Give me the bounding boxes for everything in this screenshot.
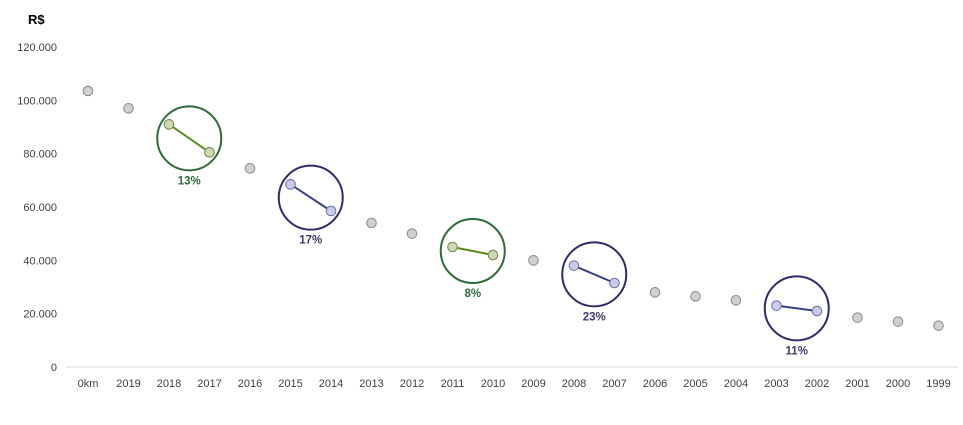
highlight-circle bbox=[763, 275, 830, 342]
x-axis-ticks: 0km 2019 2018 2017 2016 2015 2014 2013 2012 2011 2… bbox=[78, 378, 951, 390]
x-tick-label: 2010 bbox=[481, 378, 505, 390]
data-point bbox=[730, 295, 742, 306]
highlight-circle bbox=[156, 105, 223, 172]
x-tick-label: 2008 bbox=[562, 378, 586, 390]
highlight-line bbox=[776, 304, 818, 312]
y-tick-label: 100.000 bbox=[17, 95, 57, 107]
data-point bbox=[690, 291, 701, 302]
highlight-percentage: 17% bbox=[299, 235, 322, 247]
y-axis-unit-label: R$ bbox=[28, 12, 45, 27]
x-tick-label: 2011 bbox=[441, 378, 465, 390]
x-tick-label: 2017 bbox=[197, 378, 221, 390]
y-tick-label: 20.000 bbox=[23, 309, 57, 321]
data-point bbox=[852, 312, 863, 323]
data-point bbox=[649, 287, 661, 298]
data-point bbox=[528, 255, 539, 266]
data-point bbox=[447, 241, 458, 253]
highlight-circle bbox=[277, 164, 344, 231]
x-tick-label: 0km bbox=[78, 378, 99, 390]
highlight-circle bbox=[439, 218, 506, 284]
x-tick-label: 2012 bbox=[400, 378, 424, 390]
highlight-group: 13% 17% 8% 23% 11% bbox=[156, 105, 830, 357]
x-tick-label: 2001 bbox=[845, 378, 869, 390]
x-tick-label: 2000 bbox=[886, 378, 910, 390]
x-tick-label: 2013 bbox=[359, 378, 383, 390]
x-tick-label: 1999 bbox=[926, 378, 950, 390]
x-tick-label: 2006 bbox=[643, 378, 667, 390]
data-point bbox=[933, 320, 944, 331]
highlight-percentage: 23% bbox=[583, 311, 606, 323]
data-point bbox=[568, 260, 580, 271]
highlight-circle bbox=[561, 241, 628, 308]
y-tick-label: 0 bbox=[51, 362, 57, 374]
highlight-percentage: 11% bbox=[786, 345, 808, 357]
x-tick-label: 2019 bbox=[116, 378, 140, 390]
highlight-line bbox=[452, 246, 494, 256]
y-tick-label: 120.000 bbox=[17, 42, 57, 54]
highlight-line bbox=[168, 123, 211, 154]
x-tick-label: 2009 bbox=[521, 378, 545, 390]
data-point bbox=[487, 249, 499, 261]
data-point bbox=[285, 179, 296, 190]
highlight-percentage: 13% bbox=[178, 175, 201, 187]
x-tick-label: 2016 bbox=[238, 378, 262, 390]
data-point bbox=[771, 300, 782, 311]
highlight-line bbox=[573, 264, 615, 284]
highlight-line bbox=[289, 183, 332, 212]
data-point bbox=[811, 305, 823, 317]
x-tick-label: 2018 bbox=[157, 378, 181, 390]
data-point bbox=[609, 277, 620, 289]
x-tick-label: 2004 bbox=[724, 378, 748, 390]
data-point bbox=[892, 316, 904, 327]
y-axis-ticks: 0 20.000 40.000 60.000 80.000 100.000 120.000 bbox=[17, 42, 57, 374]
data-point bbox=[325, 205, 337, 217]
y-tick-label: 40.000 bbox=[23, 255, 57, 267]
data-point bbox=[244, 163, 256, 174]
highlight-percentage: 8% bbox=[464, 288, 481, 300]
y-tick-label: 80.000 bbox=[23, 149, 57, 161]
x-tick-label: 2005 bbox=[683, 378, 707, 390]
data-point bbox=[406, 228, 418, 239]
data-point bbox=[82, 85, 94, 97]
data-points bbox=[82, 85, 944, 331]
data-point bbox=[163, 119, 175, 130]
y-tick-label: 60.000 bbox=[23, 202, 57, 214]
data-point bbox=[204, 147, 215, 158]
x-tick-label: 2015 bbox=[278, 378, 302, 390]
x-tick-label: 2014 bbox=[319, 378, 343, 390]
x-tick-label: 2002 bbox=[805, 378, 829, 390]
x-tick-label: 2003 bbox=[764, 378, 788, 390]
x-tick-label: 2007 bbox=[602, 378, 626, 390]
data-point bbox=[123, 103, 134, 114]
data-point bbox=[366, 217, 377, 229]
